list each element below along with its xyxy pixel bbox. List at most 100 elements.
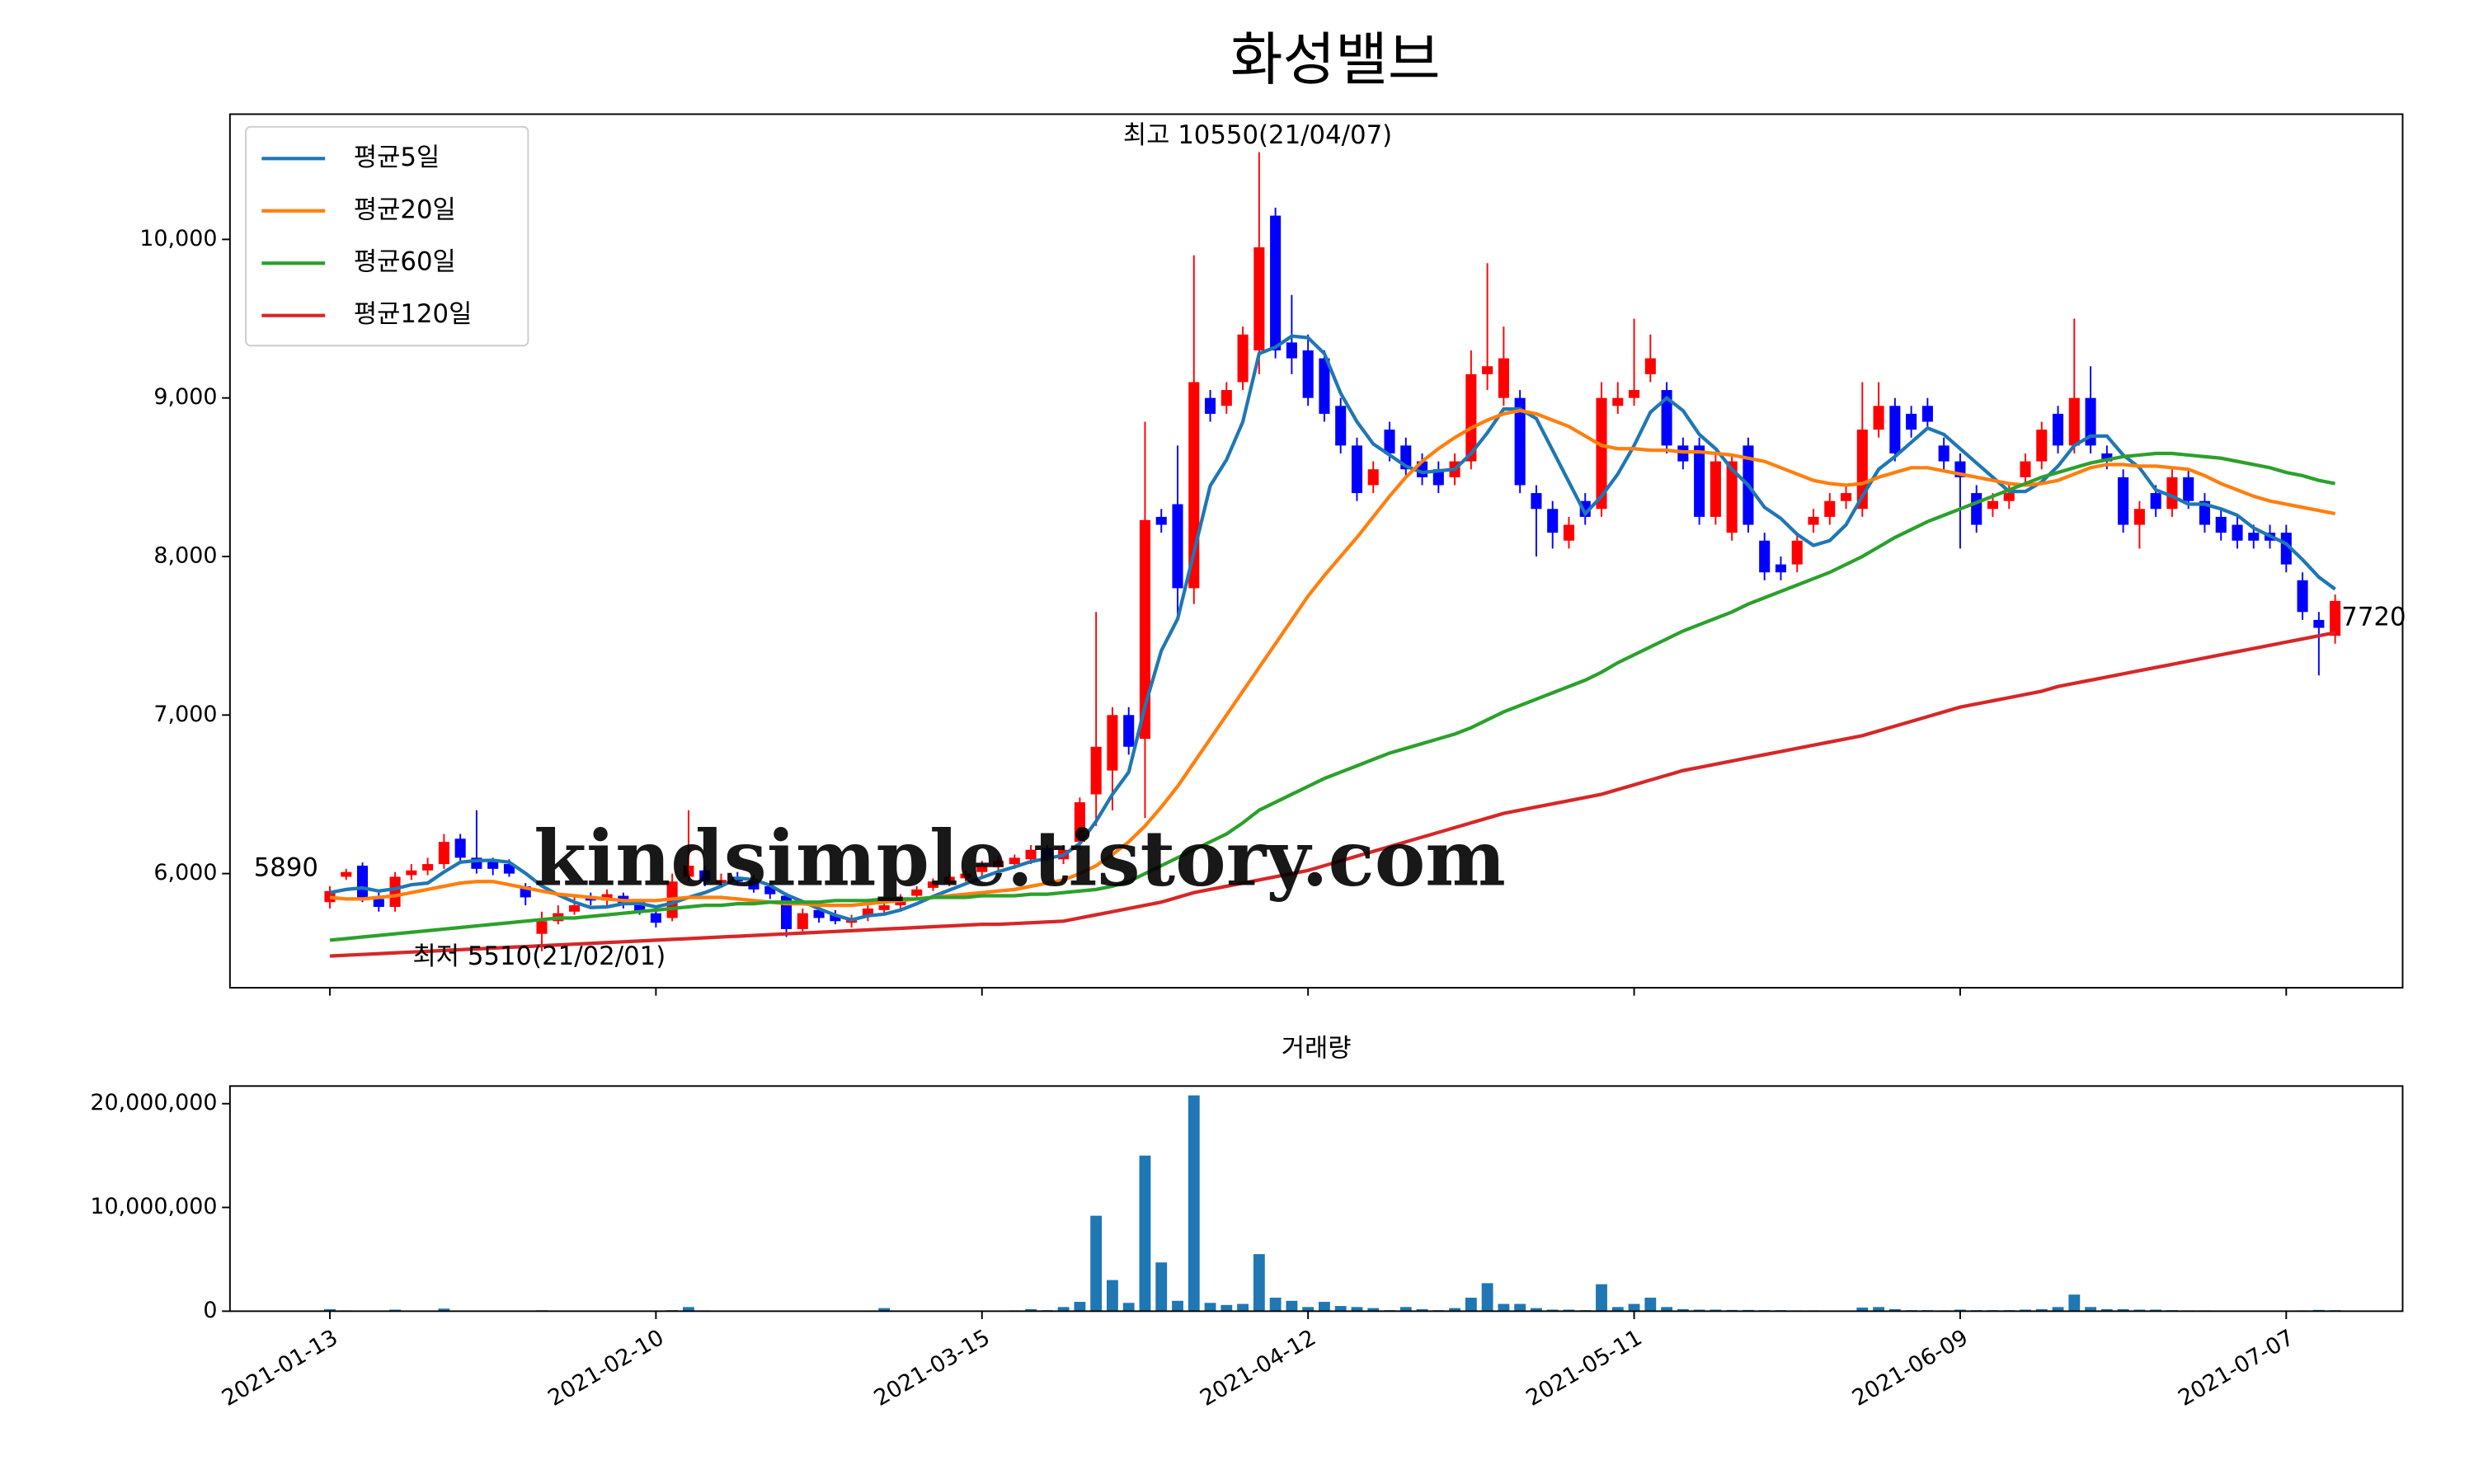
candle-body bbox=[1873, 406, 1884, 430]
plot-frame bbox=[228, 1085, 2404, 1313]
candle-body bbox=[862, 908, 873, 917]
candle-body bbox=[797, 913, 808, 929]
volume-bar bbox=[1498, 1303, 1510, 1312]
volume-bar bbox=[1204, 1303, 1216, 1312]
annotation: 최저 5510(21/02/01) bbox=[412, 942, 666, 971]
volume-bar bbox=[1531, 1308, 1542, 1312]
candle-body bbox=[911, 889, 923, 896]
volume-bar bbox=[1025, 1308, 1037, 1312]
candle-body bbox=[2068, 397, 2080, 446]
volume-bar bbox=[2035, 1308, 2048, 1312]
y-tick-label: 8,000 bbox=[153, 543, 217, 569]
volume-bar bbox=[878, 1308, 891, 1312]
candle-body bbox=[1547, 509, 1559, 533]
candle-body bbox=[1482, 366, 1493, 374]
candle-body bbox=[2003, 493, 2015, 501]
legend-label: 평균5일 bbox=[354, 143, 440, 172]
candle-body bbox=[1351, 445, 1362, 494]
candle-body bbox=[2199, 500, 2211, 525]
volume-bar bbox=[1057, 1307, 1070, 1312]
candle-body bbox=[454, 838, 466, 858]
ma-line bbox=[329, 451, 2336, 942]
candle-body bbox=[357, 866, 369, 898]
y-tick-label: 9,000 bbox=[153, 384, 217, 410]
candle-body bbox=[2232, 524, 2243, 541]
candle-body bbox=[1205, 397, 1216, 414]
candle-body bbox=[634, 902, 646, 912]
candle-body bbox=[650, 913, 661, 923]
candle-body bbox=[438, 842, 449, 865]
candle-body bbox=[1025, 849, 1037, 860]
candle-body bbox=[1629, 390, 1640, 398]
candle-body bbox=[1221, 390, 1232, 406]
legend-label: 평균120일 bbox=[354, 299, 473, 329]
volume-bar bbox=[1399, 1307, 1412, 1312]
candle-body bbox=[1367, 469, 1379, 486]
candle-body bbox=[1775, 564, 1787, 573]
volume-bar bbox=[1155, 1262, 1168, 1312]
ma-line bbox=[329, 631, 2336, 958]
y-tick-label: 7,000 bbox=[153, 702, 217, 727]
candle-body bbox=[1938, 445, 1950, 462]
candle-body bbox=[1808, 516, 1819, 525]
candle-body bbox=[2020, 461, 2031, 477]
volume-bar bbox=[1139, 1155, 1151, 1312]
candle-body bbox=[943, 876, 955, 884]
watermark: kindsimple.tistory.com bbox=[534, 814, 1506, 904]
y-tick-label: 20,000,000 bbox=[90, 1090, 217, 1115]
candle-body bbox=[1644, 358, 1656, 374]
candle-body bbox=[2313, 619, 2325, 628]
candle-body bbox=[1009, 857, 1020, 865]
volume-bar bbox=[2068, 1294, 2081, 1312]
candle-body bbox=[1302, 350, 1314, 398]
volume-bar bbox=[1677, 1308, 1689, 1312]
ma-line bbox=[329, 334, 2336, 922]
candle-body bbox=[2118, 477, 2129, 525]
candle-body bbox=[2085, 397, 2096, 446]
candle-body bbox=[1139, 519, 1150, 740]
volume-bar bbox=[1416, 1308, 1428, 1312]
candle-body bbox=[389, 876, 401, 907]
candle-body bbox=[715, 880, 727, 884]
volume-bar bbox=[2085, 1307, 2096, 1312]
candle-body bbox=[1074, 802, 1085, 843]
ma-line bbox=[329, 408, 2336, 908]
volume-bar bbox=[1596, 1284, 1607, 1312]
candle-body bbox=[1694, 445, 1705, 517]
candle-body bbox=[1563, 524, 1574, 541]
candle-body bbox=[1432, 469, 1444, 486]
candle-body bbox=[1237, 334, 1249, 383]
candle-body bbox=[1042, 848, 1053, 858]
candle-body bbox=[976, 866, 988, 872]
volume-bar bbox=[1628, 1303, 1640, 1312]
volume-bar bbox=[683, 1307, 694, 1312]
candle-body bbox=[1319, 358, 1330, 414]
candle-body bbox=[536, 921, 548, 934]
candle-body bbox=[1270, 215, 1282, 350]
candle-body bbox=[683, 866, 694, 877]
candle-body bbox=[1612, 397, 1624, 406]
legend-label: 평균20일 bbox=[354, 195, 456, 224]
candle-body bbox=[1335, 406, 1347, 446]
volume-bar bbox=[2052, 1307, 2064, 1312]
candle-body bbox=[960, 873, 971, 879]
candle-body bbox=[1971, 493, 1982, 525]
volume-bar bbox=[1122, 1303, 1135, 1312]
volume-bar bbox=[1334, 1306, 1347, 1312]
candle-body bbox=[2248, 533, 2260, 541]
candle-body bbox=[1384, 430, 1395, 453]
volume-bar bbox=[1873, 1307, 1884, 1312]
volume-bar bbox=[1644, 1298, 1657, 1312]
candle-body bbox=[2297, 580, 2308, 613]
candle-body bbox=[1090, 746, 1102, 795]
candle-body bbox=[1824, 500, 1836, 517]
plot-frame bbox=[228, 113, 2404, 989]
volume-title: 거래량 bbox=[1282, 1034, 1352, 1064]
candle-body bbox=[1172, 504, 1183, 589]
candle-body bbox=[1710, 461, 1721, 517]
y-tick-label: 0 bbox=[203, 1298, 217, 1323]
candle-body bbox=[569, 905, 581, 912]
y-tick-label: 10,000 bbox=[139, 226, 217, 251]
candle-body bbox=[1661, 390, 1672, 446]
